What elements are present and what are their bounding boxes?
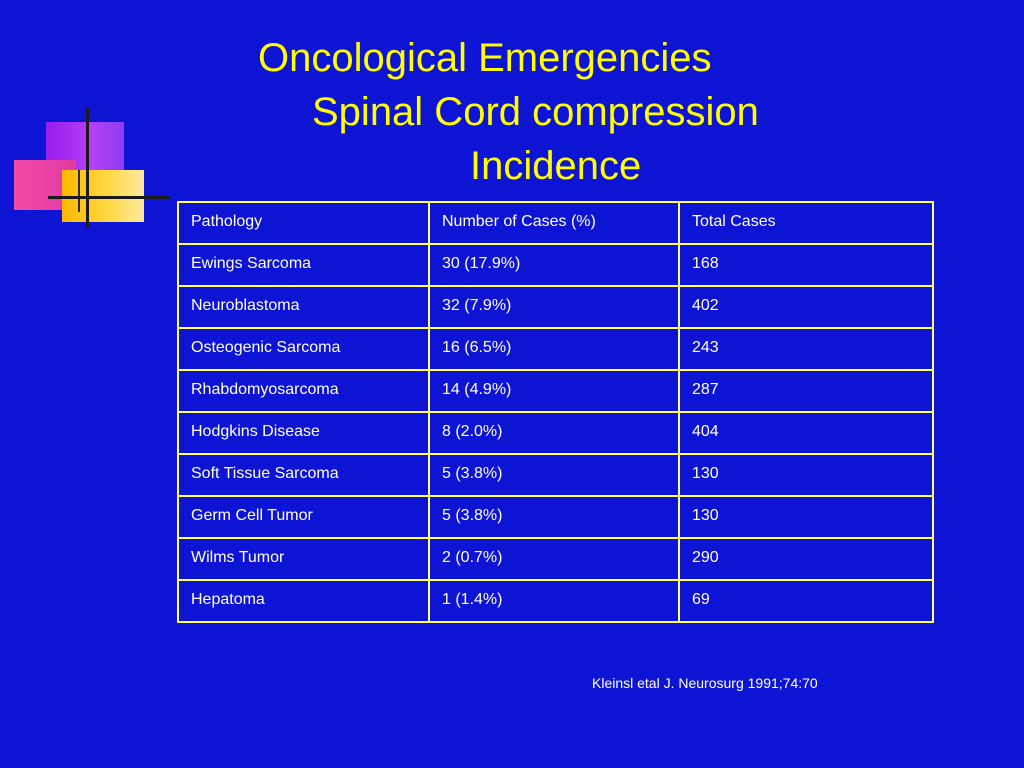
cell-total-cases: 168 (678, 243, 934, 287)
cell-total-cases: 287 (678, 369, 934, 413)
decorative-horizontal-line (48, 196, 170, 199)
table-row: Germ Cell Tumor 5 (3.8%) 130 (177, 495, 934, 539)
cell-number-of-cases: 5 (3.8%) (428, 453, 680, 497)
cell-pathology: Germ Cell Tumor (177, 495, 430, 539)
slide-title-line-1: Oncological Emergencies (258, 36, 712, 80)
table-row: Hepatoma 1 (1.4%) 69 (177, 579, 934, 623)
source-citation: Kleinsl etal J. Neurosurg 1991;74:70 (592, 675, 818, 691)
cell-total-cases: 130 (678, 495, 934, 539)
cell-total-cases: 243 (678, 327, 934, 371)
table-row: Rhabdomyosarcoma 14 (4.9%) 287 (177, 369, 934, 413)
cell-number-of-cases: 2 (0.7%) (428, 537, 680, 581)
table-row: Osteogenic Sarcoma 16 (6.5%) 243 (177, 327, 934, 371)
decorative-vertical-line (86, 108, 89, 228)
cell-pathology: Wilms Tumor (177, 537, 430, 581)
cell-number-of-cases: 16 (6.5%) (428, 327, 680, 371)
slide-title-line-3: Incidence (470, 144, 642, 188)
cell-number-of-cases: 1 (1.4%) (428, 579, 680, 623)
table-row: Neuroblastoma 32 (7.9%) 402 (177, 285, 934, 329)
incidence-table-container: Pathology Number of Cases (%) Total Case… (177, 201, 934, 623)
slide-title-line-2: Spinal Cord compression (312, 90, 759, 134)
cell-pathology: Hodgkins Disease (177, 411, 430, 455)
cell-number-of-cases: 5 (3.8%) (428, 495, 680, 539)
cell-total-cases: 130 (678, 453, 934, 497)
decorative-vertical-line-short (78, 170, 80, 212)
cell-number-of-cases: 30 (17.9%) (428, 243, 680, 287)
cell-pathology: Ewings Sarcoma (177, 243, 430, 287)
cell-pathology: Hepatoma (177, 579, 430, 623)
header-number-of-cases: Number of Cases (%) (428, 201, 680, 245)
cell-total-cases: 404 (678, 411, 934, 455)
cell-total-cases: 402 (678, 285, 934, 329)
table-header-row: Pathology Number of Cases (%) Total Case… (177, 201, 934, 245)
cell-pathology: Soft Tissue Sarcoma (177, 453, 430, 497)
cell-pathology: Osteogenic Sarcoma (177, 327, 430, 371)
incidence-table: Pathology Number of Cases (%) Total Case… (177, 201, 934, 623)
table-row: Hodgkins Disease 8 (2.0%) 404 (177, 411, 934, 455)
cell-pathology: Neuroblastoma (177, 285, 430, 329)
header-total-cases: Total Cases (678, 201, 934, 245)
cell-total-cases: 69 (678, 579, 934, 623)
header-pathology: Pathology (177, 201, 430, 245)
cell-pathology: Rhabdomyosarcoma (177, 369, 430, 413)
table-row: Wilms Tumor 2 (0.7%) 290 (177, 537, 934, 581)
cell-total-cases: 290 (678, 537, 934, 581)
table-row: Ewings Sarcoma 30 (17.9%) 168 (177, 243, 934, 287)
cell-number-of-cases: 32 (7.9%) (428, 285, 680, 329)
cell-number-of-cases: 14 (4.9%) (428, 369, 680, 413)
table-row: Soft Tissue Sarcoma 5 (3.8%) 130 (177, 453, 934, 497)
cell-number-of-cases: 8 (2.0%) (428, 411, 680, 455)
